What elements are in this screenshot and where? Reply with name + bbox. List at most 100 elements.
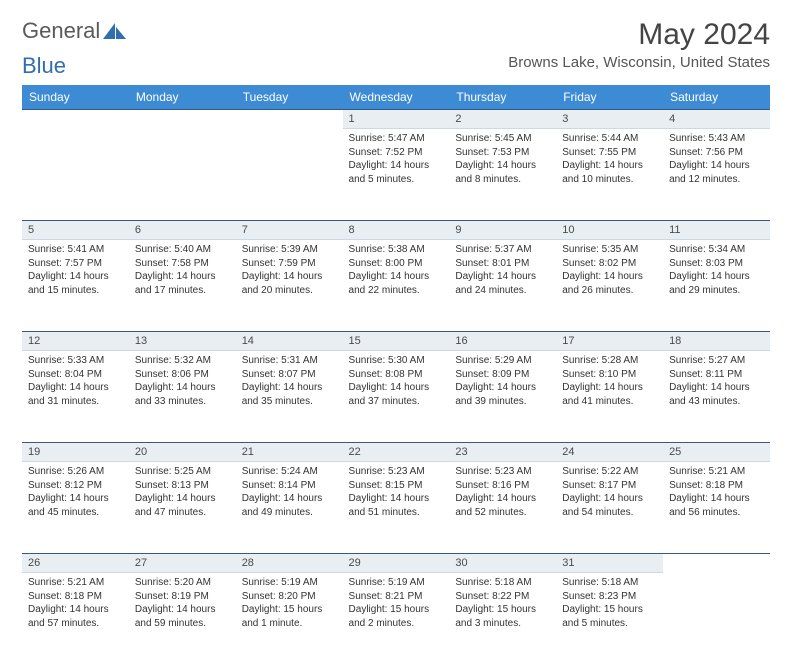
daynum-row: 1234 xyxy=(22,110,770,129)
day-content-cell: Sunrise: 5:23 AMSunset: 8:16 PMDaylight:… xyxy=(449,462,556,554)
cell-content: Sunrise: 5:29 AMSunset: 8:09 PMDaylight:… xyxy=(449,351,556,414)
logo-sail-icon xyxy=(102,21,128,41)
day-content-cell: Sunrise: 5:23 AMSunset: 8:15 PMDaylight:… xyxy=(343,462,450,554)
sunset-text: Sunset: 8:15 PM xyxy=(349,479,444,493)
cell-content: Sunrise: 5:32 AMSunset: 8:06 PMDaylight:… xyxy=(129,351,236,414)
sunset-text: Sunset: 8:04 PM xyxy=(28,368,123,382)
day-content-cell: Sunrise: 5:34 AMSunset: 8:03 PMDaylight:… xyxy=(663,240,770,332)
day-number-cell: 26 xyxy=(22,554,129,573)
day-number-cell: 2 xyxy=(449,110,556,129)
sunrise-text: Sunrise: 5:30 AM xyxy=(349,354,444,368)
day-number-cell: 5 xyxy=(22,221,129,240)
day-number-cell: 11 xyxy=(663,221,770,240)
sunset-text: Sunset: 8:10 PM xyxy=(562,368,657,382)
sunrise-text: Sunrise: 5:44 AM xyxy=(562,132,657,146)
day-header: Tuesday xyxy=(236,85,343,110)
sunset-text: Sunset: 8:00 PM xyxy=(349,257,444,271)
daylight-text: Daylight: 14 hours and 35 minutes. xyxy=(242,381,337,408)
day-number-cell: 16 xyxy=(449,332,556,351)
day-content-cell xyxy=(236,129,343,221)
sunrise-text: Sunrise: 5:25 AM xyxy=(135,465,230,479)
daylight-text: Daylight: 14 hours and 15 minutes. xyxy=(28,270,123,297)
sunrise-text: Sunrise: 5:39 AM xyxy=(242,243,337,257)
cell-content: Sunrise: 5:21 AMSunset: 8:18 PMDaylight:… xyxy=(663,462,770,525)
sunrise-text: Sunrise: 5:23 AM xyxy=(349,465,444,479)
day-number-cell: 27 xyxy=(129,554,236,573)
sunset-text: Sunset: 7:57 PM xyxy=(28,257,123,271)
day-number-cell: 12 xyxy=(22,332,129,351)
daylight-text: Daylight: 14 hours and 29 minutes. xyxy=(669,270,764,297)
day-content-cell: Sunrise: 5:35 AMSunset: 8:02 PMDaylight:… xyxy=(556,240,663,332)
sunset-text: Sunset: 8:09 PM xyxy=(455,368,550,382)
month-title: May 2024 xyxy=(508,18,770,52)
daylight-text: Daylight: 14 hours and 24 minutes. xyxy=(455,270,550,297)
day-content-cell: Sunrise: 5:18 AMSunset: 8:22 PMDaylight:… xyxy=(449,573,556,665)
daylight-text: Daylight: 14 hours and 54 minutes. xyxy=(562,492,657,519)
sunset-text: Sunset: 8:11 PM xyxy=(669,368,764,382)
day-content-cell: Sunrise: 5:30 AMSunset: 8:08 PMDaylight:… xyxy=(343,351,450,443)
day-content-cell: Sunrise: 5:38 AMSunset: 8:00 PMDaylight:… xyxy=(343,240,450,332)
day-content-cell: Sunrise: 5:32 AMSunset: 8:06 PMDaylight:… xyxy=(129,351,236,443)
sunrise-text: Sunrise: 5:41 AM xyxy=(28,243,123,257)
sunset-text: Sunset: 8:22 PM xyxy=(455,590,550,604)
cell-content: Sunrise: 5:25 AMSunset: 8:13 PMDaylight:… xyxy=(129,462,236,525)
day-number-cell: 13 xyxy=(129,332,236,351)
content-row: Sunrise: 5:47 AMSunset: 7:52 PMDaylight:… xyxy=(22,129,770,221)
logo-text-blue: Blue xyxy=(22,53,66,79)
sunrise-text: Sunrise: 5:45 AM xyxy=(455,132,550,146)
sunrise-text: Sunrise: 5:27 AM xyxy=(669,354,764,368)
day-content-cell: Sunrise: 5:21 AMSunset: 8:18 PMDaylight:… xyxy=(663,462,770,554)
day-content-cell: Sunrise: 5:21 AMSunset: 8:18 PMDaylight:… xyxy=(22,573,129,665)
day-header: Sunday xyxy=(22,85,129,110)
daylight-text: Daylight: 14 hours and 17 minutes. xyxy=(135,270,230,297)
sunset-text: Sunset: 8:17 PM xyxy=(562,479,657,493)
sunset-text: Sunset: 8:03 PM xyxy=(669,257,764,271)
sunrise-text: Sunrise: 5:35 AM xyxy=(562,243,657,257)
sunrise-text: Sunrise: 5:47 AM xyxy=(349,132,444,146)
daynum-row: 12131415161718 xyxy=(22,332,770,351)
content-row: Sunrise: 5:21 AMSunset: 8:18 PMDaylight:… xyxy=(22,573,770,665)
daylight-text: Daylight: 14 hours and 47 minutes. xyxy=(135,492,230,519)
sunrise-text: Sunrise: 5:31 AM xyxy=(242,354,337,368)
daylight-text: Daylight: 14 hours and 8 minutes. xyxy=(455,159,550,186)
daylight-text: Daylight: 14 hours and 22 minutes. xyxy=(349,270,444,297)
day-content-cell xyxy=(129,129,236,221)
sunrise-text: Sunrise: 5:38 AM xyxy=(349,243,444,257)
daylight-text: Daylight: 14 hours and 45 minutes. xyxy=(28,492,123,519)
sunrise-text: Sunrise: 5:29 AM xyxy=(455,354,550,368)
day-content-cell: Sunrise: 5:27 AMSunset: 8:11 PMDaylight:… xyxy=(663,351,770,443)
sunrise-text: Sunrise: 5:18 AM xyxy=(455,576,550,590)
day-content-cell: Sunrise: 5:25 AMSunset: 8:13 PMDaylight:… xyxy=(129,462,236,554)
cell-content: Sunrise: 5:26 AMSunset: 8:12 PMDaylight:… xyxy=(22,462,129,525)
cell-content: Sunrise: 5:45 AMSunset: 7:53 PMDaylight:… xyxy=(449,129,556,192)
day-number-cell xyxy=(129,110,236,129)
day-number-cell: 6 xyxy=(129,221,236,240)
cell-content: Sunrise: 5:38 AMSunset: 8:00 PMDaylight:… xyxy=(343,240,450,303)
day-number-cell: 1 xyxy=(343,110,450,129)
cell-content: Sunrise: 5:24 AMSunset: 8:14 PMDaylight:… xyxy=(236,462,343,525)
day-content-cell: Sunrise: 5:24 AMSunset: 8:14 PMDaylight:… xyxy=(236,462,343,554)
day-content-cell: Sunrise: 5:44 AMSunset: 7:55 PMDaylight:… xyxy=(556,129,663,221)
cell-content: Sunrise: 5:37 AMSunset: 8:01 PMDaylight:… xyxy=(449,240,556,303)
daylight-text: Daylight: 14 hours and 33 minutes. xyxy=(135,381,230,408)
day-content-cell: Sunrise: 5:29 AMSunset: 8:09 PMDaylight:… xyxy=(449,351,556,443)
day-content-cell: Sunrise: 5:39 AMSunset: 7:59 PMDaylight:… xyxy=(236,240,343,332)
sunrise-text: Sunrise: 5:33 AM xyxy=(28,354,123,368)
cell-content: Sunrise: 5:19 AMSunset: 8:21 PMDaylight:… xyxy=(343,573,450,636)
sunrise-text: Sunrise: 5:43 AM xyxy=(669,132,764,146)
sunset-text: Sunset: 8:13 PM xyxy=(135,479,230,493)
daylight-text: Daylight: 14 hours and 39 minutes. xyxy=(455,381,550,408)
location-label: Browns Lake, Wisconsin, United States xyxy=(508,54,770,71)
day-content-cell: Sunrise: 5:40 AMSunset: 7:58 PMDaylight:… xyxy=(129,240,236,332)
sunrise-text: Sunrise: 5:21 AM xyxy=(669,465,764,479)
daylight-text: Daylight: 15 hours and 2 minutes. xyxy=(349,603,444,630)
sunrise-text: Sunrise: 5:26 AM xyxy=(28,465,123,479)
day-number-cell: 29 xyxy=(343,554,450,573)
daylight-text: Daylight: 14 hours and 20 minutes. xyxy=(242,270,337,297)
daylight-text: Daylight: 14 hours and 59 minutes. xyxy=(135,603,230,630)
sunset-text: Sunset: 8:18 PM xyxy=(669,479,764,493)
cell-content: Sunrise: 5:22 AMSunset: 8:17 PMDaylight:… xyxy=(556,462,663,525)
content-row: Sunrise: 5:26 AMSunset: 8:12 PMDaylight:… xyxy=(22,462,770,554)
day-number-cell: 20 xyxy=(129,443,236,462)
day-number-cell: 24 xyxy=(556,443,663,462)
